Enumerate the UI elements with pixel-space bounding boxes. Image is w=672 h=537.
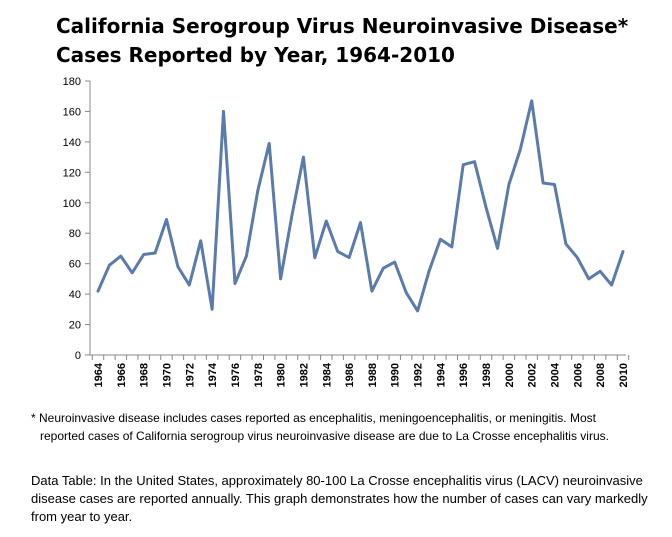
y-tick-label: 80 xyxy=(69,228,81,240)
x-tick-label: 2008 xyxy=(595,363,607,387)
data-point xyxy=(199,239,202,243)
y-tick-label: 40 xyxy=(69,289,81,301)
data-point xyxy=(256,189,259,192)
data-point xyxy=(222,110,225,113)
data-point xyxy=(484,206,488,209)
data-point xyxy=(439,238,442,241)
data-point xyxy=(564,242,568,246)
data-point xyxy=(507,183,511,186)
data-point xyxy=(598,270,602,273)
data-point xyxy=(621,250,625,253)
x-tick-label: 2006 xyxy=(572,363,584,387)
data-point xyxy=(302,155,305,159)
chart-axes xyxy=(89,81,626,356)
data-point xyxy=(462,163,465,166)
data-point xyxy=(427,270,431,273)
x-tick-label: 1970 xyxy=(161,363,173,387)
x-tick-label: 1964 xyxy=(93,362,105,387)
data-point xyxy=(290,213,294,217)
data-point xyxy=(188,283,191,287)
chart-title: California Serogroup Virus Neuroinvasive… xyxy=(56,12,656,70)
data-point xyxy=(131,271,134,274)
data-point xyxy=(108,263,111,267)
data-point xyxy=(325,219,328,223)
chart-title-line-2: Cases Reported by Year, 1964-2010 xyxy=(56,43,455,67)
data-point xyxy=(496,247,499,250)
y-tick-label: 60 xyxy=(69,259,81,271)
x-tick-label: 1996 xyxy=(458,363,470,387)
x-tick-label: 1992 xyxy=(413,363,425,387)
data-point xyxy=(519,148,522,151)
x-tick-label: 1998 xyxy=(481,363,493,387)
x-tick-label: 1990 xyxy=(390,363,402,387)
x-tick-label: 1968 xyxy=(139,363,151,387)
x-tick-label: 1976 xyxy=(230,363,242,387)
x-tick-label: 2002 xyxy=(527,363,539,387)
x-tick-label: 1974 xyxy=(207,362,219,387)
data-points xyxy=(96,99,625,313)
x-tick-label: 1980 xyxy=(276,363,288,387)
data-point xyxy=(313,256,317,259)
footnote: * Neuroinvasive disease includes cases r… xyxy=(31,409,651,445)
data-point xyxy=(347,256,351,259)
data-table-description: Data Table: In the United States, approx… xyxy=(31,473,648,524)
y-tick-label: 120 xyxy=(63,167,81,179)
footnote-line-2: reported cases of California serogroup v… xyxy=(40,429,609,443)
data-point xyxy=(210,308,214,311)
x-tick-label: 1966 xyxy=(116,363,128,387)
data-point xyxy=(370,289,374,293)
y-tick-label: 0 xyxy=(75,350,81,362)
footnote-line-1: * Neuroinvasive disease includes cases r… xyxy=(31,411,596,425)
data-point xyxy=(267,142,271,145)
x-tick-label: 1986 xyxy=(344,363,356,387)
x-tick-label: 1984 xyxy=(321,362,333,387)
x-tick-label: 2010 xyxy=(618,363,630,387)
data-point xyxy=(473,160,476,163)
y-tick-label: 20 xyxy=(69,320,81,332)
x-tick-label: 1978 xyxy=(253,363,265,387)
y-tick-label: 160 xyxy=(63,106,81,118)
data-point xyxy=(541,181,545,185)
y-tick-label: 100 xyxy=(63,198,81,210)
data-point xyxy=(576,256,579,259)
data-point xyxy=(165,218,168,221)
x-tick-label: 1994 xyxy=(435,362,447,387)
data-point xyxy=(233,282,237,285)
data-point xyxy=(96,289,100,293)
data-point xyxy=(176,265,180,268)
y-tick-label: 140 xyxy=(63,137,81,149)
data-point xyxy=(393,260,396,264)
x-tick-label: 1972 xyxy=(184,363,196,387)
data-point xyxy=(530,99,533,102)
x-tick-label: 1982 xyxy=(298,363,310,387)
data-point xyxy=(359,221,362,224)
x-axis-ticks: 1964 1966 1968 1970 1972 1974 1976 1978 1980 1982… xyxy=(91,355,630,387)
data-point xyxy=(587,277,590,281)
data-point xyxy=(382,267,385,270)
x-tick-label: 1988 xyxy=(367,363,379,387)
y-tick-label: 180 xyxy=(63,76,81,88)
data-point xyxy=(142,253,145,256)
y-axis-ticks: 0 20 40 60 80 100 120 140 160 180 xyxy=(63,76,90,362)
x-tick-label: 2004 xyxy=(550,362,562,387)
data-point xyxy=(610,283,613,287)
data-point xyxy=(119,254,123,258)
data-point xyxy=(279,277,282,281)
data-point xyxy=(153,251,157,255)
line-chart: 0 20 40 60 80 100 120 140 160 180 1964 1966 1968 197… xyxy=(63,76,630,387)
series-line xyxy=(96,99,625,313)
data-point xyxy=(553,183,556,186)
chart-title-line-1: California Serogroup Virus Neuroinvasive… xyxy=(56,14,629,38)
data-point xyxy=(245,254,248,258)
data-point xyxy=(450,245,454,249)
data-point xyxy=(336,250,339,253)
x-tick-label: 2000 xyxy=(504,363,516,387)
data-point xyxy=(416,309,419,313)
data-point xyxy=(404,291,408,294)
